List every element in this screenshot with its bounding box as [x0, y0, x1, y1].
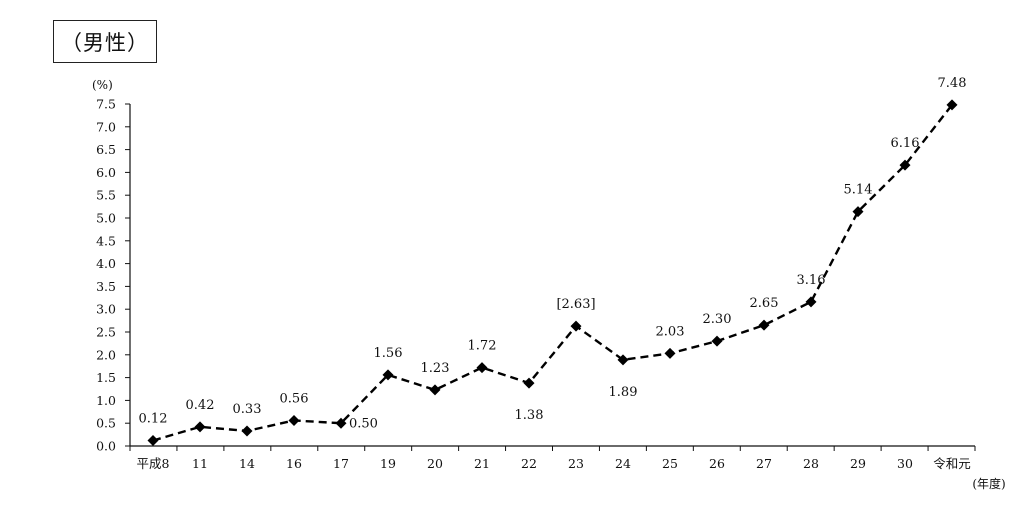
data-point — [429, 384, 441, 396]
y-tick-label: 6.0 — [96, 165, 116, 180]
data-point — [523, 377, 535, 389]
data-label: 2.65 — [750, 296, 779, 311]
x-tick-label: 30 — [897, 456, 913, 471]
x-tick-label: 平成8 — [137, 456, 170, 471]
data-point — [147, 435, 159, 447]
data-point — [570, 320, 582, 332]
y-tick-label: 1.0 — [96, 393, 116, 408]
y-tick-label: 3.0 — [96, 302, 116, 317]
data-label: 0.12 — [139, 412, 168, 427]
x-tick-label: 14 — [239, 456, 255, 471]
data-point — [946, 99, 958, 111]
x-tick-label: 21 — [474, 456, 490, 471]
x-tick-label: 29 — [850, 456, 866, 471]
y-tick-label: 5.5 — [96, 188, 116, 203]
data-label: 0.50 — [349, 417, 378, 432]
data-label: 1.23 — [421, 361, 450, 376]
series-line — [152, 104, 953, 442]
x-tick-label: 11 — [192, 456, 208, 471]
x-tick-label: 16 — [286, 456, 302, 471]
data-point — [664, 347, 676, 359]
y-tick-label: 1.5 — [96, 370, 116, 385]
data-point — [617, 354, 629, 366]
data-label: 1.38 — [515, 408, 544, 423]
data-label: 0.33 — [233, 402, 262, 417]
x-tick-label: 26 — [709, 456, 725, 471]
x-tick-label: 令和元 — [933, 456, 971, 471]
data-point — [711, 335, 723, 347]
y-tick-label: 4.0 — [96, 256, 116, 271]
data-point — [382, 369, 394, 381]
y-tick-label: 2.5 — [96, 325, 116, 340]
x-tick-label: 24 — [615, 456, 631, 471]
data-label: 1.72 — [468, 339, 497, 354]
x-tick-label: 17 — [333, 456, 349, 471]
data-point — [194, 421, 206, 433]
data-point — [805, 296, 817, 308]
data-point — [476, 362, 488, 374]
x-tick-label: 23 — [568, 456, 584, 471]
data-point — [899, 159, 911, 171]
data-label: 7.48 — [938, 76, 967, 91]
y-tick-label: 7.0 — [96, 119, 116, 134]
chart-title: （男性） — [53, 20, 157, 63]
y-tick-label: 0.5 — [96, 416, 116, 431]
data-label: 0.42 — [186, 398, 215, 413]
data-label: 5.14 — [844, 183, 873, 198]
y-tick-label: 7.5 — [96, 97, 116, 112]
data-label: 3.16 — [797, 273, 826, 288]
data-label: 0.56 — [280, 391, 309, 406]
y-tick-label: 0.0 — [96, 439, 116, 454]
data-label: 2.30 — [703, 312, 732, 327]
y-tick-label: 4.5 — [96, 233, 116, 248]
data-point — [852, 206, 864, 218]
data-point — [335, 417, 347, 429]
y-axis-unit: (%) — [92, 78, 113, 92]
data-label: 2.03 — [656, 324, 685, 339]
x-tick-label: 20 — [427, 456, 443, 471]
data-label: 1.56 — [374, 346, 403, 361]
x-tick-label: 25 — [662, 456, 678, 471]
y-tick-label: 6.5 — [96, 142, 116, 157]
y-tick-label: 3.5 — [96, 279, 116, 294]
data-point — [241, 425, 253, 437]
data-point — [758, 319, 770, 331]
x-tick-label: 19 — [380, 456, 396, 471]
y-tick-label: 2.0 — [96, 347, 116, 362]
x-tick-label: 28 — [803, 456, 819, 471]
x-axis-unit: (年度) — [972, 476, 1005, 491]
x-tick-label: 22 — [521, 456, 537, 471]
y-tick-label: 5.0 — [96, 211, 116, 226]
x-tick-label: 27 — [756, 456, 772, 471]
data-label: [2.63] — [556, 297, 595, 312]
data-label: 6.16 — [891, 136, 920, 151]
data-point — [288, 414, 300, 426]
data-label: 1.89 — [609, 385, 638, 400]
